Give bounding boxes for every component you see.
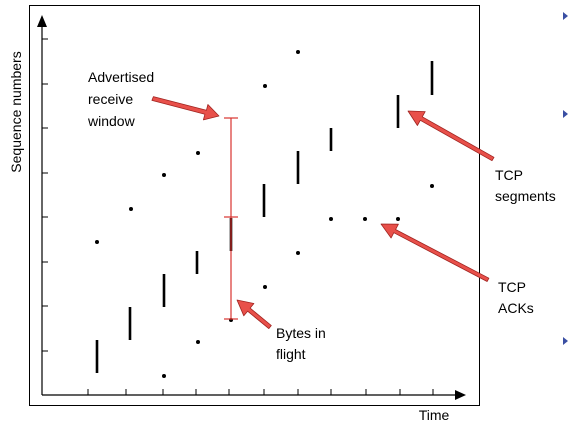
ack-dot <box>162 374 166 378</box>
tcp-acks-label: TCP ACKs <box>498 279 534 316</box>
bullet-marker <box>563 110 568 118</box>
advertised-window-label: Advertised receive window <box>87 69 158 129</box>
annotation-arrows <box>151 96 495 330</box>
tcp-acks-line-2: ACKs <box>498 300 534 316</box>
y-axis-arrowhead <box>37 15 47 27</box>
bytes-in-flight-label: Bytes in flight <box>276 325 330 362</box>
y-axis-label: Sequence numbers <box>8 51 24 172</box>
ack-dot <box>329 217 333 221</box>
bytes-in-flight-line-2: flight <box>276 346 306 362</box>
x-axis-ticks <box>87 389 434 395</box>
axes <box>37 15 466 400</box>
annotation-labels: Advertised receive window Bytes in fligh… <box>87 69 556 362</box>
y-axis-ticks <box>42 38 48 352</box>
tcp-segments-label: TCP segments <box>495 167 556 204</box>
tcp-acks <box>95 50 434 378</box>
x-axis-arrowhead <box>455 390 466 400</box>
ack-dot <box>196 340 200 344</box>
x-axis-label: Time <box>419 407 450 423</box>
tcp-acks-arrow <box>380 223 490 282</box>
tcp-segments <box>95 61 434 373</box>
ack-dot <box>363 217 367 221</box>
ack-dot <box>196 151 200 155</box>
advertised-window-line-2: receive <box>88 91 133 107</box>
advertised-window-line-3: window <box>87 113 136 129</box>
bullet-marker <box>563 12 568 20</box>
tcp-acks-line-1: TCP <box>498 279 526 295</box>
ack-dot <box>296 50 300 54</box>
ack-dot <box>430 184 434 188</box>
tcp-segments-line-2: segments <box>495 188 556 204</box>
ack-dot <box>396 217 400 221</box>
ack-dot <box>263 285 267 289</box>
bullet-marker <box>563 337 568 345</box>
tcp-segments-line-1: TCP <box>495 167 523 183</box>
figure-frame <box>29 5 480 406</box>
advertised-window-arrow <box>151 96 220 121</box>
ack-dot <box>162 173 166 177</box>
tcp-segments-arrow <box>407 110 495 162</box>
advertised-window-line-1: Advertised <box>88 69 154 85</box>
ack-dot <box>95 240 99 244</box>
bytes-in-flight-arrow <box>236 299 272 330</box>
ack-dot <box>263 84 267 88</box>
bytes-in-flight-line-1: Bytes in <box>276 325 326 341</box>
slide-bullets <box>563 12 568 345</box>
ack-dot <box>296 251 300 255</box>
window-bracket <box>224 117 238 320</box>
ack-dot <box>129 207 133 211</box>
